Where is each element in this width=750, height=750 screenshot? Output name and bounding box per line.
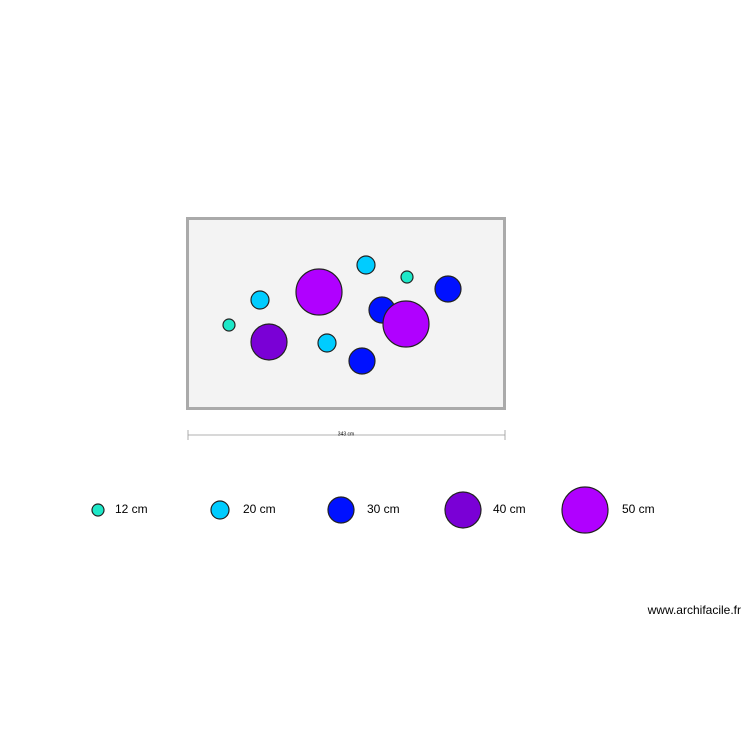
circle-20 [356, 255, 376, 275]
circle-20 [250, 290, 270, 310]
circle-12 [400, 270, 414, 284]
legend-label: 30 cm [367, 502, 400, 516]
legend-label: 20 cm [243, 502, 276, 516]
circle-30 [348, 347, 376, 375]
circle-12 [222, 318, 236, 332]
legend-swatch [561, 486, 609, 534]
circle-20 [317, 333, 337, 353]
circle-50 [295, 268, 343, 316]
room [186, 217, 506, 410]
legend-label: 12 cm [115, 502, 148, 516]
legend-label: 40 cm [493, 502, 526, 516]
footer: www.archifacile.fr [647, 603, 741, 617]
dimension: 343 cm [187, 430, 506, 440]
legend-swatch [444, 491, 482, 529]
dimension-label: 343 cm [338, 431, 354, 437]
legend-swatch [327, 496, 355, 524]
circles [222, 255, 462, 375]
circle-50 [382, 300, 430, 348]
legend-swatch [210, 500, 230, 520]
legend-swatch [91, 503, 105, 517]
circle-30 [434, 275, 462, 303]
circle-40 [250, 323, 288, 361]
legend: 12 cm 20 cm 30 cm 40 cm 50 cm [91, 486, 655, 534]
legend-label: 50 cm [622, 502, 655, 516]
